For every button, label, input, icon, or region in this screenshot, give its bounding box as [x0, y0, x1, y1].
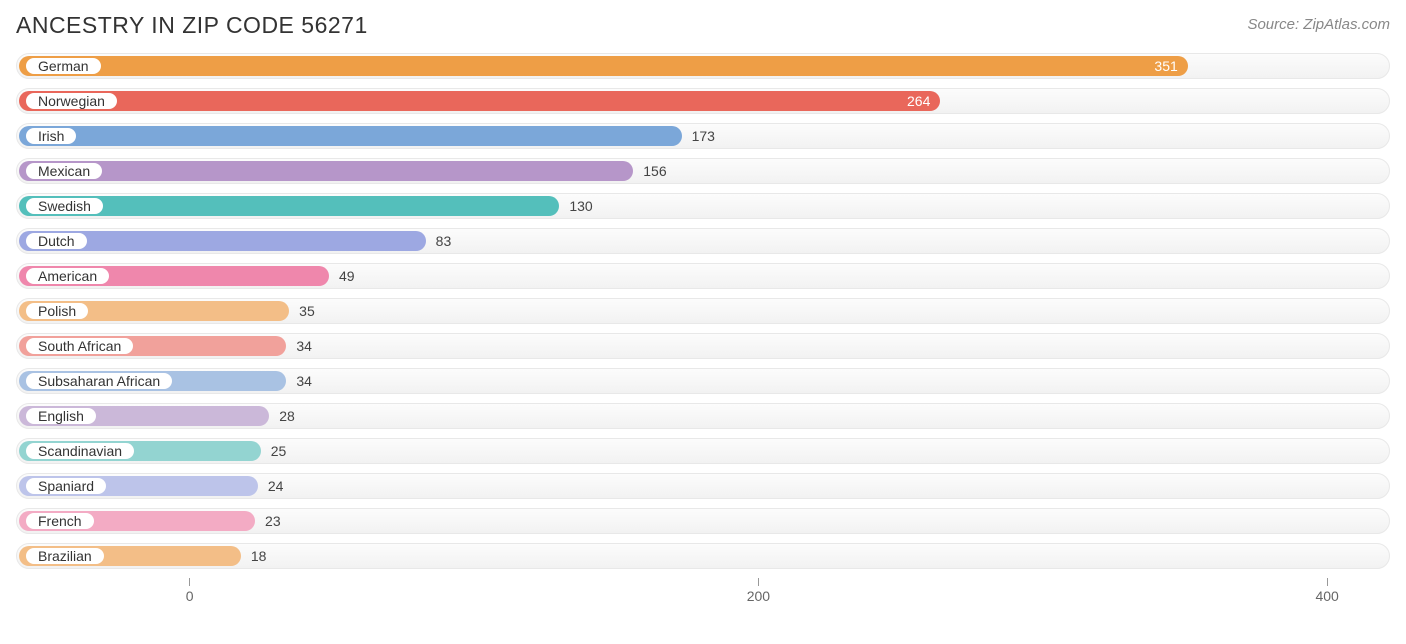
category-pill: Spaniard	[24, 476, 108, 496]
bar-row: Spaniard 24	[16, 473, 1390, 499]
chart-area: German351 Norwegian264 Irish 173 Mexican 156 S…	[16, 53, 1390, 569]
value-label: 130	[569, 193, 592, 219]
chart-source: Source: ZipAtlas.com	[1247, 12, 1390, 33]
category-pill: American	[24, 266, 111, 286]
value-label: 49	[339, 263, 355, 289]
category-pill: Brazilian	[24, 546, 106, 566]
value-label: 23	[265, 508, 281, 534]
bar	[19, 161, 633, 181]
bar-row: Scandinavian 25	[16, 438, 1390, 464]
tick-label: 0	[160, 588, 220, 604]
value-label: 34	[296, 333, 312, 359]
bar-row: German351	[16, 53, 1390, 79]
header: ANCESTRY IN ZIP CODE 56271 Source: ZipAt…	[16, 12, 1390, 39]
value-label: 25	[271, 438, 287, 464]
bar-row: Irish 173	[16, 123, 1390, 149]
tick-mark	[758, 578, 759, 586]
tick-label: 400	[1297, 588, 1357, 604]
tick-label: 200	[728, 588, 788, 604]
category-pill: Mexican	[24, 161, 104, 181]
category-pill: Irish	[24, 126, 78, 146]
bar	[19, 126, 682, 146]
bar-row: Subsaharan African 34	[16, 368, 1390, 394]
bar-row: Brazilian 18	[16, 543, 1390, 569]
bar-row: English 28	[16, 403, 1390, 429]
tick-mark	[189, 578, 190, 586]
value-label: 156	[643, 158, 666, 184]
category-pill: Swedish	[24, 196, 105, 216]
value-label: 18	[251, 543, 267, 569]
bar-row: Norwegian264	[16, 88, 1390, 114]
chart-container: ANCESTRY IN ZIP CODE 56271 Source: ZipAt…	[0, 0, 1406, 644]
value-label: 24	[268, 473, 284, 499]
category-pill: Polish	[24, 301, 90, 321]
bar-row: French 23	[16, 508, 1390, 534]
bar-row: Dutch 83	[16, 228, 1390, 254]
value-label: 34	[296, 368, 312, 394]
category-pill: South African	[24, 336, 135, 356]
bar-row: South African 34	[16, 333, 1390, 359]
x-axis: 0 200 400	[16, 578, 1390, 608]
category-pill: English	[24, 406, 98, 426]
category-pill: Subsaharan African	[24, 371, 174, 391]
bar-row: American 49	[16, 263, 1390, 289]
chart-title: ANCESTRY IN ZIP CODE 56271	[16, 12, 368, 39]
value-label: 35	[299, 298, 315, 324]
value-label: 351	[19, 53, 1188, 79]
bar-row: Swedish 130	[16, 193, 1390, 219]
x-tick: 400	[1297, 578, 1357, 604]
x-tick: 200	[728, 578, 788, 604]
x-tick: 0	[160, 578, 220, 604]
tick-mark	[1327, 578, 1328, 586]
value-label: 264	[19, 88, 940, 114]
bar-row: Polish 35	[16, 298, 1390, 324]
category-pill: Scandinavian	[24, 441, 136, 461]
value-label: 173	[692, 123, 715, 149]
category-pill: French	[24, 511, 96, 531]
value-label: 28	[279, 403, 295, 429]
value-label: 83	[436, 228, 452, 254]
bar-row: Mexican 156	[16, 158, 1390, 184]
category-pill: Dutch	[24, 231, 89, 251]
